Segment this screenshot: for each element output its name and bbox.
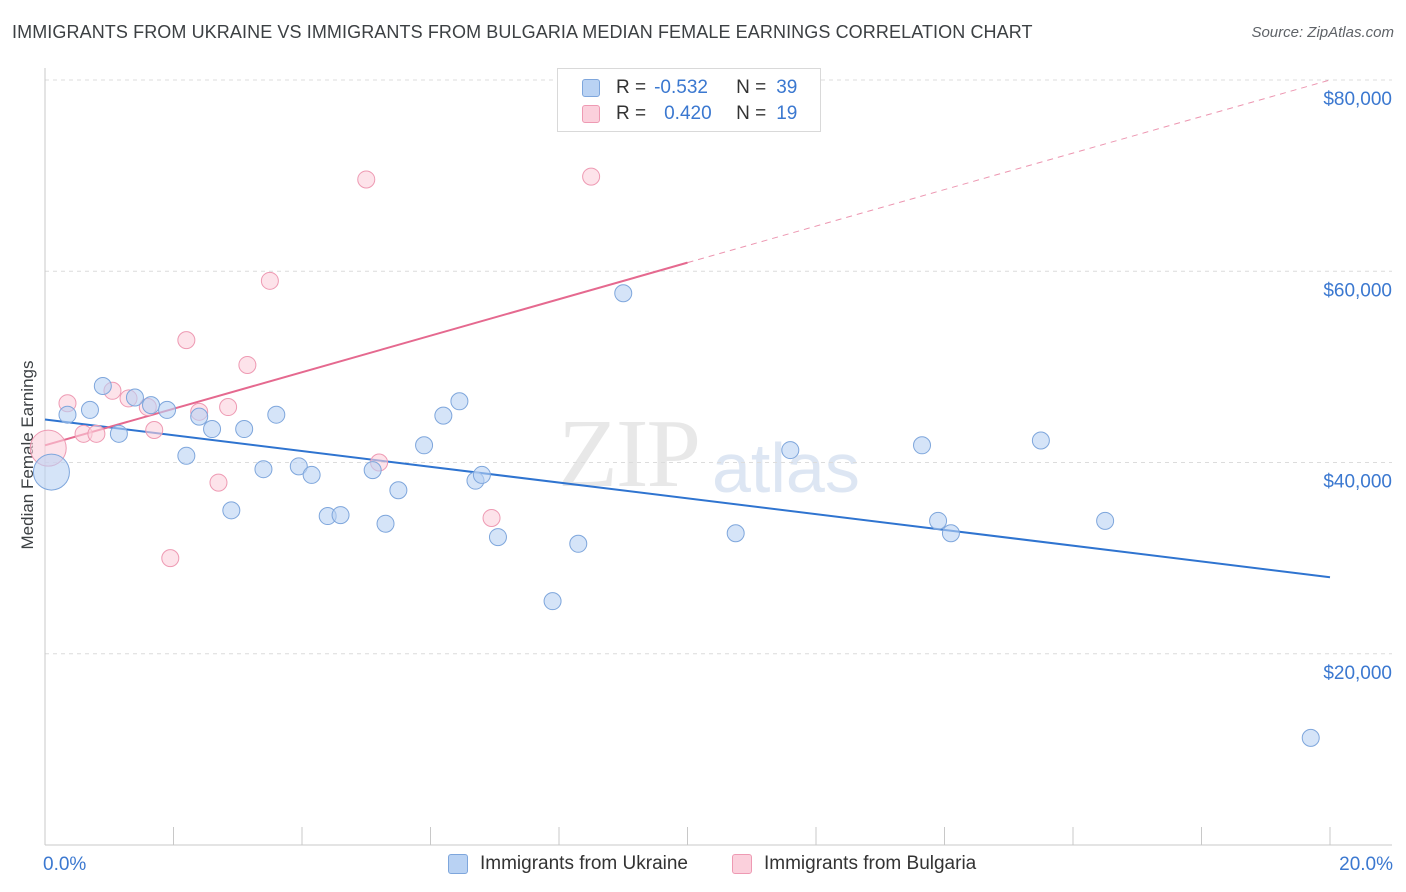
- legend-row-bulgaria: R = 0.420 N = 19: [582, 103, 797, 125]
- ukraine-point: [389, 481, 408, 500]
- tick-labels: $20,000 $40,000 $60,000 $80,000 0.0% 20.0%: [43, 89, 1393, 875]
- ukraine-point: [125, 388, 144, 407]
- ukraine-legend-label: Immigrants from Ukraine: [480, 853, 688, 874]
- bulgaria-point: [482, 508, 501, 527]
- ukraine-point: [376, 514, 395, 533]
- ukraine-point: [80, 400, 99, 419]
- ukraine-point: [434, 406, 453, 425]
- trend-lines: [44, 79, 1331, 579]
- x-tick-label: 20.0%: [1339, 854, 1393, 875]
- bulgaria-point: [582, 167, 601, 186]
- ukraine-point: [1301, 728, 1320, 747]
- legend-n-label: N =: [736, 77, 767, 98]
- bulgaria-point: [145, 420, 164, 439]
- bulgaria-legend-label: Immigrants from Bulgaria: [764, 853, 977, 874]
- ukraine-point: [543, 592, 562, 611]
- ukraine-swatch: [582, 79, 600, 97]
- chart-title: IMMIGRANTS FROM UKRAINE VS IMMIGRANTS FR…: [12, 22, 1033, 42]
- bulgaria-trend-extension: [687, 79, 1331, 264]
- ukraine-point: [58, 405, 77, 424]
- ukraine-point: [331, 506, 350, 525]
- ukraine-point: [363, 461, 382, 480]
- bulgaria-swatch: [582, 105, 600, 123]
- ukraine-point: [158, 400, 177, 419]
- y-tick-label: $20,000: [1323, 663, 1392, 684]
- ukraine-point: [109, 424, 128, 443]
- ukraine-point: [726, 524, 745, 543]
- bulgaria-point: [87, 424, 106, 443]
- legend-r-label: R =: [616, 77, 647, 98]
- ukraine-point: [1031, 431, 1050, 450]
- ukraine-point: [177, 446, 196, 465]
- watermark-zip: ZIP: [558, 400, 701, 508]
- bulgaria-point: [357, 170, 376, 189]
- axes: [44, 68, 1392, 846]
- bulgaria-point: [177, 331, 196, 350]
- legend-n-value: 19: [776, 103, 798, 124]
- y-tick-label: $80,000: [1323, 89, 1392, 110]
- ukraine-point: [289, 457, 308, 476]
- bulgaria-point: [238, 355, 257, 374]
- bottom-legend-bulgaria: Immigrants from Bulgaria: [732, 852, 976, 876]
- ukraine-point: [235, 420, 254, 439]
- ukraine-point: [569, 534, 588, 553]
- ukraine-point: [488, 528, 507, 547]
- bulgaria-point: [209, 473, 228, 492]
- y-tick-label: $60,000: [1323, 280, 1392, 301]
- ukraine-trend-line: [44, 418, 1331, 579]
- bulgaria-legend-swatch: [732, 854, 752, 874]
- ukraine-point: [93, 377, 112, 395]
- ukraine-point: [913, 436, 932, 455]
- ukraine-legend-swatch: [448, 854, 468, 874]
- ukraine-point: [941, 524, 960, 543]
- data-points: [29, 167, 1320, 747]
- ukraine-point: [302, 465, 321, 484]
- legend-r-value: 0.420: [664, 103, 712, 124]
- ukraine-point: [472, 465, 491, 484]
- correlation-legend: R = -0.532 N = 39 R = 0.420 N = 19: [557, 68, 821, 132]
- legend-r-value: -0.532: [654, 77, 708, 98]
- ukraine-point: [254, 460, 273, 479]
- ukraine-point: [1096, 511, 1115, 530]
- ukraine-point: [32, 453, 70, 491]
- ukraine-point: [142, 396, 161, 415]
- ukraine-point: [450, 392, 469, 411]
- legend-n-value: 39: [776, 77, 798, 98]
- source-label: Source: ZipAtlas.com: [1251, 24, 1394, 41]
- bulgaria-point: [260, 271, 279, 290]
- ukraine-point: [190, 407, 209, 426]
- legend-row-ukraine: R = -0.532 N = 39: [582, 77, 797, 99]
- ukraine-point: [267, 405, 286, 424]
- bulgaria-point: [219, 398, 238, 417]
- ukraine-point: [222, 501, 241, 520]
- ukraine-point: [415, 436, 434, 455]
- ukraine-point: [203, 420, 222, 439]
- bottom-legend-ukraine: Immigrants from Ukraine: [448, 852, 688, 876]
- y-tick-label: $40,000: [1323, 472, 1392, 493]
- ukraine-point: [614, 284, 633, 303]
- x-tick-label: 0.0%: [43, 854, 86, 875]
- legend-n-label: N =: [736, 103, 767, 124]
- bulgaria-point: [161, 549, 180, 568]
- bulgaria-trend-line: [44, 261, 688, 447]
- ukraine-point: [781, 441, 800, 460]
- watermark-atlas: atlas: [712, 429, 860, 507]
- legend-r-label: R =: [616, 103, 647, 124]
- ukraine-point: [929, 511, 948, 530]
